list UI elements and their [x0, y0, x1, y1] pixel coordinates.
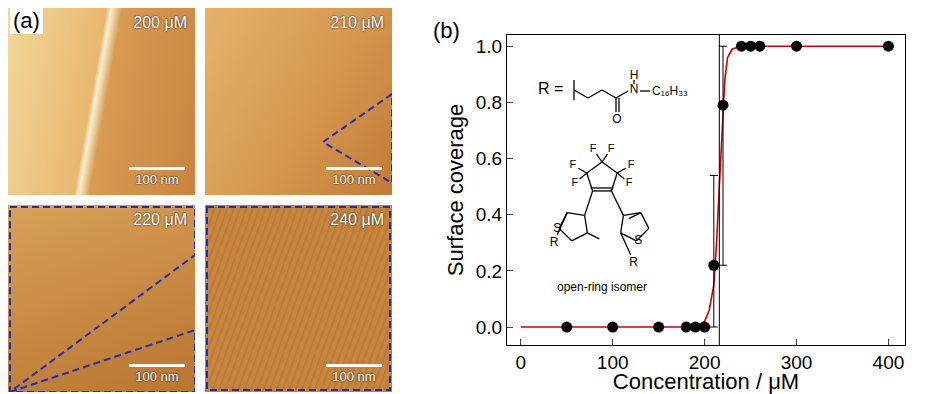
svg-text:(b): (b)	[433, 18, 460, 43]
svg-text:0.6: 0.6	[476, 148, 502, 169]
html-text:100 nm: 100 nm	[332, 172, 376, 187]
html-text:220 μM: 220 μM	[133, 211, 187, 228]
svg-text:C₁₆H₃₃: C₁₆H₃₃	[652, 84, 688, 98]
svg-text:N: N	[630, 82, 639, 96]
svg-text:R: R	[629, 255, 638, 269]
html-text:100 nm: 100 nm	[332, 369, 376, 384]
svg-text:F: F	[571, 176, 578, 188]
svg-text:H: H	[629, 68, 639, 83]
html-text:100 nm: 100 nm	[135, 172, 179, 187]
svg-text:F: F	[569, 158, 576, 170]
html-text:210 μM: 210 μM	[330, 14, 384, 31]
svg-text:200: 200	[689, 352, 721, 373]
svg-text:S: S	[634, 233, 642, 247]
svg-text:400: 400	[873, 352, 905, 373]
svg-text:F: F	[590, 142, 597, 154]
svg-text:0.8: 0.8	[476, 92, 502, 113]
svg-text:O: O	[612, 112, 621, 126]
svg-text:0: 0	[516, 352, 527, 373]
svg-text:0.0: 0.0	[476, 317, 502, 338]
svg-text:F: F	[628, 158, 635, 170]
svg-text:F: F	[626, 176, 633, 188]
html-text:(a): (a)	[13, 8, 40, 33]
svg-text:0.2: 0.2	[476, 261, 502, 282]
html-text:240 μM: 240 μM	[330, 211, 384, 228]
svg-text:open-ring isomer: open-ring isomer	[557, 280, 647, 294]
svg-text:100: 100	[597, 352, 629, 373]
svg-text:F: F	[608, 142, 615, 154]
html-text:200 μM: 200 μM	[133, 14, 187, 31]
svg-text:R =: R =	[538, 80, 563, 97]
svg-text:Concentration / μM: Concentration / μM	[613, 369, 799, 394]
svg-text:Surface coverage: Surface coverage	[443, 104, 468, 276]
html-text:100 nm: 100 nm	[135, 369, 179, 384]
svg-text:R: R	[550, 235, 559, 249]
svg-text:300: 300	[781, 352, 813, 373]
svg-text:0.4: 0.4	[476, 204, 503, 225]
svg-text:1.0: 1.0	[476, 36, 502, 57]
svg-text:S: S	[553, 220, 562, 235]
